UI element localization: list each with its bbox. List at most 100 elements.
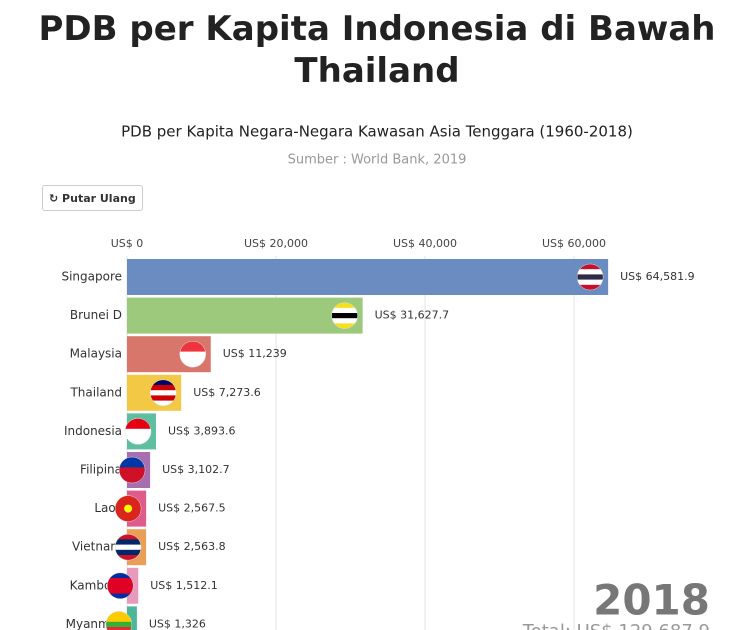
y-tick-label: Brunei D (70, 308, 122, 322)
flag-stripe (125, 439, 152, 445)
value-label: US$ 3,893.6 (168, 424, 236, 437)
flag (114, 533, 142, 561)
y-tick-label: Malaysia (70, 347, 122, 361)
value-label: US$ 2,567.5 (158, 502, 226, 515)
flag-stripe (150, 385, 177, 391)
flag-stripe (115, 555, 142, 561)
flag-stripe (115, 516, 142, 522)
flag-stripe (577, 274, 604, 281)
flag (331, 302, 358, 329)
year-label: 2018 (593, 576, 710, 625)
flag (114, 495, 142, 522)
x-tick-label: US$ 20,000 (244, 237, 308, 250)
flag-stripe (105, 621, 132, 628)
value-label: US$ 3,102.7 (162, 463, 230, 476)
flag-stripe (115, 539, 142, 546)
flag-stripe (107, 588, 134, 595)
flag-stripe (119, 462, 146, 468)
y-tick-label: Vietnam (72, 540, 122, 554)
flag-stripe (115, 534, 142, 540)
flag-stripe (125, 423, 152, 430)
flag-stripe (115, 500, 142, 507)
flag-stripe (150, 379, 177, 386)
flag-stripe (105, 627, 132, 630)
replay-icon: ↻ (49, 191, 63, 205)
flag-stripe (331, 323, 358, 329)
flag-stripe (577, 264, 604, 270)
flag-stripe (577, 284, 604, 290)
flag-stripe (150, 390, 177, 396)
flag-stripe (125, 418, 152, 425)
value-label: US$ 64,581.9 (620, 270, 695, 283)
chart-title: PDB per Kapita Indonesia di Bawah Thailan… (39, 9, 716, 91)
plot: US$ 0 US$ 20,000 US$ 40,000 US$ 60,000 Singa… (61, 237, 695, 630)
flag-border (107, 572, 134, 600)
flag-stripe (115, 544, 142, 551)
flag-stripe (105, 611, 132, 618)
value-label: US$ 7,273.6 (193, 386, 261, 399)
flag-stripe (331, 313, 358, 319)
y-tick-label: Laos (94, 501, 122, 515)
flag-stripe (179, 356, 206, 363)
flag-border (105, 611, 133, 630)
value-label: US$ 11,239 (223, 347, 287, 360)
flag-stripe (119, 467, 146, 474)
flag-border (114, 533, 142, 561)
flag (576, 263, 604, 291)
value-label: US$ 2,563.8 (158, 540, 226, 553)
x-tick-label: US$ 40,000 (393, 237, 457, 250)
flag (105, 611, 133, 630)
flag-stripe (150, 395, 177, 402)
flag-border (124, 418, 152, 445)
y-tick-label: Indonesia (64, 424, 122, 438)
value-label: US$ 31,627.7 (375, 309, 450, 322)
flag-border (576, 263, 604, 291)
flag (118, 456, 146, 484)
value-label: US$ 1,326 (149, 617, 206, 630)
bar (127, 259, 609, 295)
y-tick-label: Singapore (61, 270, 122, 284)
flag-border (114, 495, 142, 522)
flag-stripe (119, 457, 146, 463)
flag-stripe (125, 434, 152, 440)
replay-text: Putar Ulang (62, 191, 136, 205)
flag-stripe (115, 549, 142, 556)
flag (107, 572, 134, 600)
flag-border (331, 302, 358, 329)
flag-stripe (150, 400, 177, 406)
flag-stripe (179, 351, 206, 358)
flag-stripe (331, 302, 358, 309)
flag-stripe (331, 318, 358, 324)
flag (179, 340, 206, 368)
flag-stripe (577, 269, 604, 275)
flag-border (149, 379, 177, 407)
bar (127, 606, 137, 630)
x-tick-label: US$ 60,000 (542, 237, 606, 250)
flag-stripe (179, 346, 206, 353)
flag-star (124, 504, 133, 513)
flag-stripe (179, 341, 206, 347)
y-tick-label: Thailand (69, 385, 122, 399)
flag-stripe (119, 472, 146, 479)
flag-stripe (331, 307, 358, 314)
total-label: Total: US$ 129,687.9 (522, 621, 710, 630)
flag-stripe (107, 578, 134, 584)
flag-stripe (179, 362, 206, 368)
flag-stripe (577, 279, 604, 286)
replay-button[interactable]: ↻ Putar Ulang (42, 185, 143, 211)
bar (127, 297, 363, 334)
value-label: US$ 1,512.1 (150, 579, 218, 592)
flag-stripe (119, 477, 146, 483)
flag-stripe (105, 616, 132, 623)
flag-border (118, 456, 146, 484)
flag-stripe (107, 572, 134, 579)
flag-stripe (125, 428, 152, 435)
source: Sumber : World Bank, 2019 (288, 153, 467, 168)
x-tick-label: US$ 0 (111, 237, 144, 250)
flag-stripe (107, 593, 134, 599)
y-tick-label: Filipina (80, 463, 122, 477)
flag-stripe (115, 495, 142, 502)
flag (149, 379, 177, 407)
